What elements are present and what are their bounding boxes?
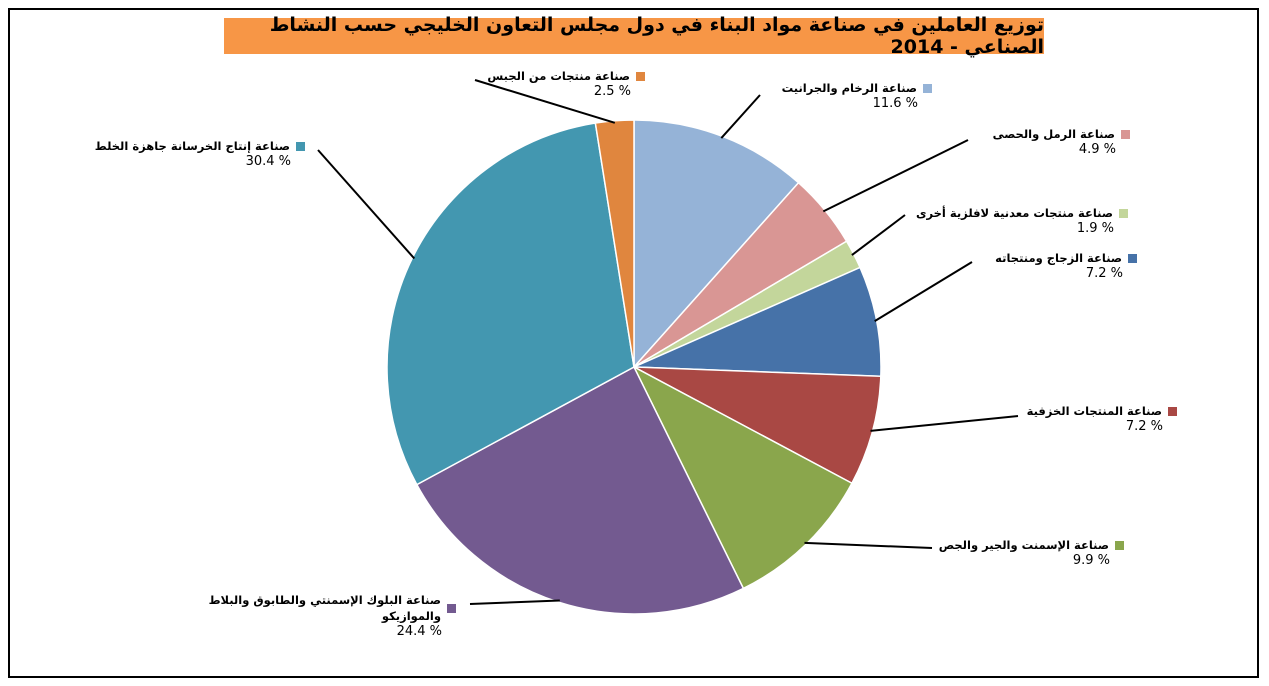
slice-name: صناعة الإسمنت والجير والجص [938, 538, 1109, 552]
slice-percent: 11.6 % [872, 96, 918, 111]
slice-percent: 7.2 % [1085, 266, 1123, 281]
slice-name: صناعة إنتاج الخرسانة جاهزة الخلط [94, 139, 290, 153]
leader-line [469, 599, 560, 605]
slice-name: صناعة البلوك الإسمنتي والطابوق والبلاط و… [208, 593, 441, 623]
slice-label: صناعة إنتاج الخرسانة جاهزة الخلط 30.4 % [75, 138, 305, 170]
legend-swatch [636, 71, 645, 81]
slice-label: صناعة الرخام والجرانيت 11.6 % [742, 80, 932, 112]
slice-name: صناعة منتجات معدنية لافلزية أخرى [915, 206, 1113, 220]
legend-swatch [1168, 406, 1177, 416]
legend-swatch [447, 603, 456, 613]
slice-label: صناعة منتجات من الجبس 2.5 % [445, 68, 645, 100]
slice-percent: 24.4 % [396, 624, 442, 639]
slice-percent: 2.5 % [593, 84, 631, 99]
slice-label: صناعة الزجاج ومنتجاته 7.2 % [957, 250, 1137, 282]
leader-line [804, 541, 933, 549]
legend-swatch [1121, 129, 1130, 139]
legend-swatch [1115, 540, 1124, 550]
pie-slice [594, 119, 635, 368]
slice-percent: 1.9 % [1076, 221, 1114, 236]
slice-label: صناعة المنتجات الخزفية 7.2 % [997, 403, 1177, 435]
slice-name: صناعة الرمل والحصى [992, 127, 1115, 141]
leader-line [822, 139, 969, 213]
pie-slice [415, 365, 745, 615]
pie-slice [632, 365, 853, 590]
chart-title: توزيع العاملين في صناعة مواد البناء في د… [224, 14, 1044, 58]
slice-percent: 9.9 % [1072, 553, 1110, 568]
slice-label: صناعة منتجات معدنية لافلزية أخرى 1.9 % [898, 205, 1128, 237]
slice-label: صناعة الرمل والحصى 4.9 % [970, 126, 1130, 158]
leader-line [720, 94, 761, 139]
leader-line [317, 149, 416, 260]
legend-swatch [296, 141, 305, 151]
slice-name: صناعة منتجات من الجبس [487, 69, 630, 83]
legend-swatch [923, 83, 932, 93]
slice-percent: 4.9 % [1078, 142, 1116, 157]
leader-line [874, 261, 973, 322]
leader-line [870, 415, 1019, 432]
leader-line [474, 79, 616, 124]
slice-name: صناعة المنتجات الخزفية [1026, 404, 1162, 418]
leader-line [851, 214, 906, 256]
slice-percent: 30.4 % [245, 154, 291, 169]
slice-label: صناعة الإسمنت والجير والجص 9.9 % [924, 537, 1124, 569]
slice-name: صناعة الزجاج ومنتجاته [995, 251, 1122, 265]
slice-percent: 7.2 % [1125, 419, 1163, 434]
slice-name: صناعة الرخام والجرانيت [781, 81, 917, 95]
legend-swatch [1128, 253, 1137, 263]
slice-label: صناعة البلوك الإسمنتي والطابوق والبلاط و… [196, 592, 456, 640]
legend-swatch [1119, 208, 1128, 218]
